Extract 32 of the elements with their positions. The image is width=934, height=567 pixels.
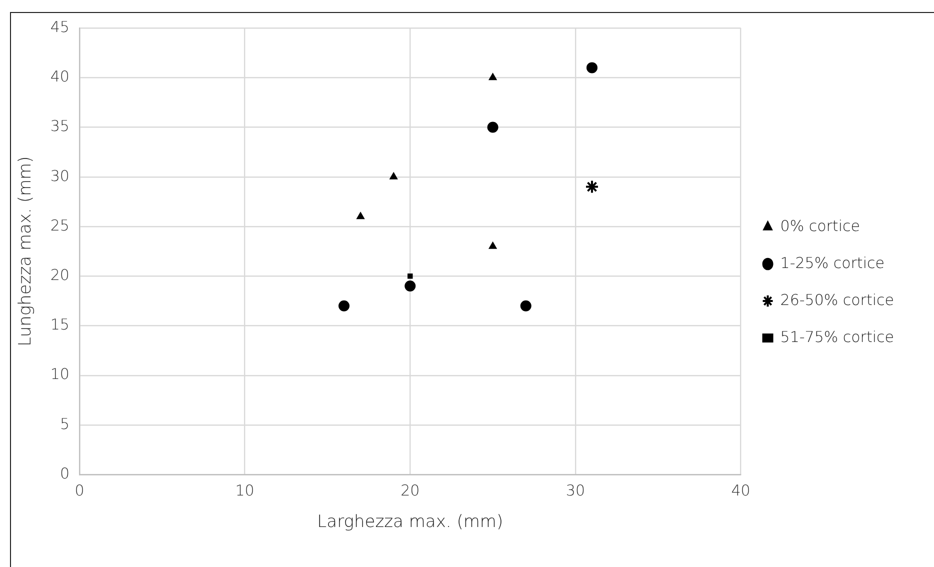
point [338,300,350,312]
y-tick-label: 10 [50,365,70,384]
x-tick-label: 30 [566,481,585,500]
y-axis-title: Lunghezza max. (mm) [16,156,36,346]
y-tick-label: 0 [60,464,70,482]
point [356,212,364,220]
x-tick-label: 10 [235,481,254,500]
y-tick-label: 45 [50,18,70,36]
x-axis-title: Larghezza max. (mm) [317,512,504,532]
point [586,62,598,74]
x-tick-label: 20 [400,481,420,500]
x-tick-label: 40 [731,481,750,500]
point [520,300,532,312]
legend-label: 1-25% cortice [780,254,884,272]
y-tick-label: 30 [50,166,70,185]
y-tick-label: 20 [50,266,70,284]
point [488,73,497,80]
point [408,273,413,279]
point [487,122,498,133]
y-tick-label: 25 [50,216,70,234]
y-tick-label: 15 [50,316,70,334]
y-tick-label: 5 [60,414,70,433]
y-tick-label: 35 [50,117,70,136]
legend-label: 26-50% cortice [780,290,894,309]
point [390,172,398,180]
x-tick-label: 0 [74,481,84,500]
point [404,280,416,292]
point [488,242,497,249]
legend-label: 51-75% cortice [780,328,894,346]
legend-label: 0% cortice [780,216,860,235]
point [584,180,599,194]
y-tick-label: 40 [50,68,70,86]
